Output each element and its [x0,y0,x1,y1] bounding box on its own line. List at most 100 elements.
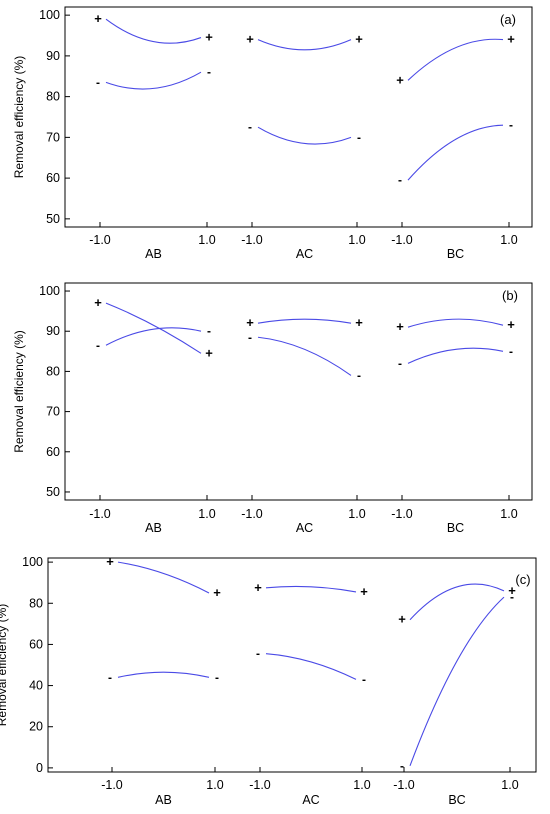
y-tick-label: 60 [46,445,60,459]
level-marker-plus: + [205,30,213,45]
level-marker-minus: - [96,75,100,89]
series-curve-high [407,38,504,81]
x-tick-label: 1.0 [500,233,517,247]
y-tick-label: 20 [29,720,43,734]
series-curve-low [105,327,202,346]
series-curve-low [117,671,210,678]
level-marker-plus: + [396,72,404,87]
level-marker-plus: + [254,580,262,595]
level-marker-plus: + [360,584,368,599]
level-marker-minus: - [509,344,513,358]
series-curve-low [407,124,504,181]
level-marker-minus: - [398,356,402,370]
y-tick-label: 50 [46,485,60,499]
y-tick-label: 80 [29,596,43,610]
x-tick-label: -1.0 [391,233,413,247]
level-marker-plus: + [106,554,114,569]
x-group-label: AB [145,521,162,535]
series-curve-high [105,302,202,354]
level-marker-minus: - [207,65,211,79]
level-marker-minus: - [398,173,402,187]
y-tick-label: 100 [22,555,43,569]
x-tick-label: 1.0 [353,778,370,792]
level-marker-minus: - [215,670,219,684]
interaction-group-ab: -1.0 1.0 AB + + - - [101,554,224,807]
series-curve-high [117,561,210,594]
plot-frame [47,557,537,773]
series-curve-high [257,318,352,324]
level-marker-minus: - [108,670,112,684]
x-group-label: BC [447,247,464,261]
plot-frame [64,282,533,501]
x-group-label: AB [145,247,162,261]
level-marker-plus: + [213,585,221,600]
y-tick-label: 50 [46,212,60,226]
x-tick-label: 1.0 [198,507,215,521]
series-curve-high [105,18,202,44]
level-marker-plus: + [508,583,516,598]
series-curve-low [257,126,352,145]
y-tick-label: 70 [46,405,60,419]
level-marker-plus: + [94,11,102,26]
y-axis-label: Removal efficiency (%) [0,604,9,726]
level-marker-minus: - [400,759,404,773]
x-group-label: BC [447,521,464,535]
level-marker-minus: - [357,130,361,144]
series-curve-high [257,39,352,51]
y-axis-label: Removal efficiency (%) [12,56,26,178]
level-marker-minus: - [207,324,211,338]
y-tick-label: 100 [39,8,60,22]
x-group-label: AB [155,793,172,807]
x-tick-label: -1.0 [101,778,123,792]
level-marker-minus: - [256,647,260,661]
y-tick-label: 100 [39,284,60,298]
series-curve-high [409,583,505,621]
panel-label: (c) [515,572,530,587]
level-marker-plus: + [507,317,515,332]
series-curve-high [407,318,504,328]
level-marker-plus: + [205,345,213,360]
level-marker-minus: - [357,368,361,382]
level-marker-minus: - [96,338,100,352]
y-axis-label: Removal efficiency (%) [12,330,26,452]
y-tick-label: 40 [29,679,43,693]
interaction-group-ac: -1.0 1.0AC+ +-- [241,315,366,535]
x-group-label: BC [448,793,465,807]
y-tick-label: 70 [46,130,60,144]
level-marker-minus: - [362,672,366,686]
level-marker-plus: + [246,315,254,330]
series-curve-low [257,336,352,376]
y-tick-label: 60 [29,637,43,651]
level-marker-minus: - [248,120,252,134]
interaction-group-ab: -1.0 1.0 AB + + - - [89,295,216,535]
x-tick-label: -1.0 [249,778,271,792]
x-tick-label: 1.0 [198,233,215,247]
x-tick-label: 1.0 [500,507,517,521]
interaction-group-ac: -1.0 1.0 AC + + - - [249,580,371,807]
interaction-group-ac: -1.0 1.0AC+ +-- [241,32,366,261]
x-group-label: AC [302,793,319,807]
panel-label: (a) [500,12,516,27]
x-group-label: AC [296,247,313,261]
x-tick-label: -1.0 [391,507,413,521]
series-curve-low [265,653,357,680]
plot-frame [64,6,533,228]
series-curve-high [265,585,357,593]
level-marker-minus: - [510,590,514,604]
level-marker-plus: + [94,295,102,310]
x-tick-label: 1.0 [501,778,518,792]
y-tick-label: 60 [46,171,60,185]
x-tick-label: 1.0 [348,233,365,247]
y-tick-label: 90 [46,324,60,338]
level-marker-minus: - [248,330,252,344]
x-tick-label: -1.0 [89,507,111,521]
y-tick-label: 80 [46,90,60,104]
interaction-group-ab: -1.0 1.0 AB + + - - [89,11,216,261]
